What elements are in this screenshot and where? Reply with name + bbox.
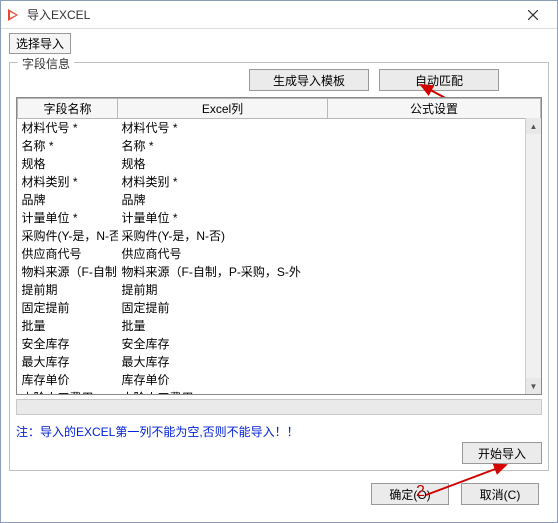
- cell-formula[interactable]: [328, 263, 541, 281]
- cell-excelcol[interactable]: 采购件(Y-是，N-否): [118, 227, 328, 245]
- cell-excelcol[interactable]: 批量: [118, 317, 328, 335]
- table-row[interactable]: 采购件(Y-是，N-否)采购件(Y-是，N-否): [18, 227, 541, 245]
- toolbar: 选择导入: [1, 29, 557, 58]
- app-icon: [5, 7, 21, 23]
- group-bottom-row: 开始导入: [16, 442, 542, 464]
- table-row[interactable]: 材料类别 *材料类别 *: [18, 173, 541, 191]
- generate-template-button[interactable]: 生成导入模板: [249, 69, 369, 91]
- cell-formula[interactable]: [328, 191, 541, 209]
- cell-excelcol[interactable]: 提前期: [118, 281, 328, 299]
- table-row[interactable]: 提前期提前期: [18, 281, 541, 299]
- vertical-scrollbar[interactable]: ▲ ▼: [525, 118, 541, 394]
- table-row[interactable]: 安全库存安全库存: [18, 335, 541, 353]
- col-header-formula[interactable]: 公式设置: [328, 99, 541, 119]
- field-table-wrap: 字段名称 Excel列 公式设置 材料代号 *材料代号 *名称 *名称 *规格规…: [16, 97, 542, 395]
- table-row[interactable]: 批量批量: [18, 317, 541, 335]
- table-row[interactable]: 品牌品牌: [18, 191, 541, 209]
- cell-fieldname[interactable]: 安全库存: [18, 335, 118, 353]
- cell-formula[interactable]: [328, 155, 541, 173]
- cell-fieldname[interactable]: 规格: [18, 155, 118, 173]
- group-top-buttons: 生成导入模板 自动匹配: [16, 69, 542, 91]
- cell-excelcol[interactable]: 品牌: [118, 191, 328, 209]
- cell-formula[interactable]: [328, 353, 541, 371]
- table-row[interactable]: 计量单位 *计量单位 *: [18, 209, 541, 227]
- table-row[interactable]: 本阶人工费用本阶人工费用: [18, 389, 541, 396]
- annotation-label-2: 2: [416, 483, 425, 501]
- dialog-footer: 确定(O) 取消(C): [1, 475, 557, 513]
- cell-excelcol[interactable]: 库存单价: [118, 371, 328, 389]
- table-row[interactable]: 固定提前固定提前: [18, 299, 541, 317]
- col-header-fieldname[interactable]: 字段名称: [18, 99, 118, 119]
- auto-match-button[interactable]: 自动匹配: [379, 69, 499, 91]
- cell-formula[interactable]: [328, 281, 541, 299]
- import-note: 注：导入的EXCEL第一列不能为空,否则不能导入！！: [16, 423, 542, 440]
- cell-formula[interactable]: [328, 209, 541, 227]
- cell-formula[interactable]: [328, 371, 541, 389]
- cell-formula[interactable]: [328, 317, 541, 335]
- cell-excelcol[interactable]: 材料代号 *: [118, 119, 328, 137]
- cell-formula[interactable]: [328, 245, 541, 263]
- cell-formula[interactable]: [328, 173, 541, 191]
- cancel-button[interactable]: 取消(C): [461, 483, 539, 505]
- cell-fieldname[interactable]: 品牌: [18, 191, 118, 209]
- table-row[interactable]: 材料代号 *材料代号 *: [18, 119, 541, 137]
- cell-excelcol[interactable]: 本阶人工费用: [118, 389, 328, 396]
- cell-fieldname[interactable]: 本阶人工费用: [18, 389, 118, 396]
- cell-excelcol[interactable]: 计量单位 *: [118, 209, 328, 227]
- cell-formula[interactable]: [328, 389, 541, 396]
- cell-fieldname[interactable]: 批量: [18, 317, 118, 335]
- cell-excelcol[interactable]: 物料来源（F-自制，P-采购，S-外: [118, 263, 328, 281]
- col-header-excelcol[interactable]: Excel列: [118, 99, 328, 119]
- table-row[interactable]: 规格规格: [18, 155, 541, 173]
- cell-excelcol[interactable]: 安全库存: [118, 335, 328, 353]
- cell-formula[interactable]: [328, 119, 541, 137]
- cell-formula[interactable]: [328, 299, 541, 317]
- table-row[interactable]: 物料来源（F-自制，P物料来源（F-自制，P-采购，S-外: [18, 263, 541, 281]
- group-title: 字段信息: [18, 55, 74, 72]
- cell-excelcol[interactable]: 材料类别 *: [118, 173, 328, 191]
- field-info-group: 字段信息 生成导入模板 自动匹配 1 字段名称 Excel列 公式设置 材料代号…: [9, 62, 549, 471]
- cell-excelcol[interactable]: 供应商代号: [118, 245, 328, 263]
- cell-fieldname[interactable]: 物料来源（F-自制，P: [18, 263, 118, 281]
- table-row[interactable]: 库存单价库存单价: [18, 371, 541, 389]
- cell-fieldname[interactable]: 材料类别 *: [18, 173, 118, 191]
- select-import-button[interactable]: 选择导入: [9, 33, 71, 54]
- cell-excelcol[interactable]: 规格: [118, 155, 328, 173]
- title-bar: 导入EXCEL: [1, 1, 557, 29]
- cell-fieldname[interactable]: 提前期: [18, 281, 118, 299]
- cell-fieldname[interactable]: 采购件(Y-是，N-否): [18, 227, 118, 245]
- cell-fieldname[interactable]: 供应商代号: [18, 245, 118, 263]
- cell-excelcol[interactable]: 最大库存: [118, 353, 328, 371]
- ok-button[interactable]: 确定(O): [371, 483, 449, 505]
- table-header-row: 字段名称 Excel列 公式设置: [18, 99, 541, 119]
- close-button[interactable]: [513, 3, 553, 27]
- cell-fieldname[interactable]: 库存单价: [18, 371, 118, 389]
- cell-formula[interactable]: [328, 335, 541, 353]
- table-row[interactable]: 名称 *名称 *: [18, 137, 541, 155]
- cell-fieldname[interactable]: 名称 *: [18, 137, 118, 155]
- scroll-down-icon[interactable]: ▼: [526, 378, 541, 394]
- cell-fieldname[interactable]: 材料代号 *: [18, 119, 118, 137]
- table-row[interactable]: 供应商代号供应商代号: [18, 245, 541, 263]
- cell-formula[interactable]: [328, 137, 541, 155]
- table-row[interactable]: 最大库存最大库存: [18, 353, 541, 371]
- cell-fieldname[interactable]: 最大库存: [18, 353, 118, 371]
- cell-fieldname[interactable]: 计量单位 *: [18, 209, 118, 227]
- cell-excelcol[interactable]: 固定提前: [118, 299, 328, 317]
- start-import-button[interactable]: 开始导入: [462, 442, 542, 464]
- cell-fieldname[interactable]: 固定提前: [18, 299, 118, 317]
- horizontal-scrollbar[interactable]: [16, 399, 542, 415]
- cell-excelcol[interactable]: 名称 *: [118, 137, 328, 155]
- field-table: 字段名称 Excel列 公式设置 材料代号 *材料代号 *名称 *名称 *规格规…: [17, 98, 541, 395]
- scroll-up-icon[interactable]: ▲: [526, 118, 541, 134]
- window-title: 导入EXCEL: [27, 6, 513, 23]
- cell-formula[interactable]: [328, 227, 541, 245]
